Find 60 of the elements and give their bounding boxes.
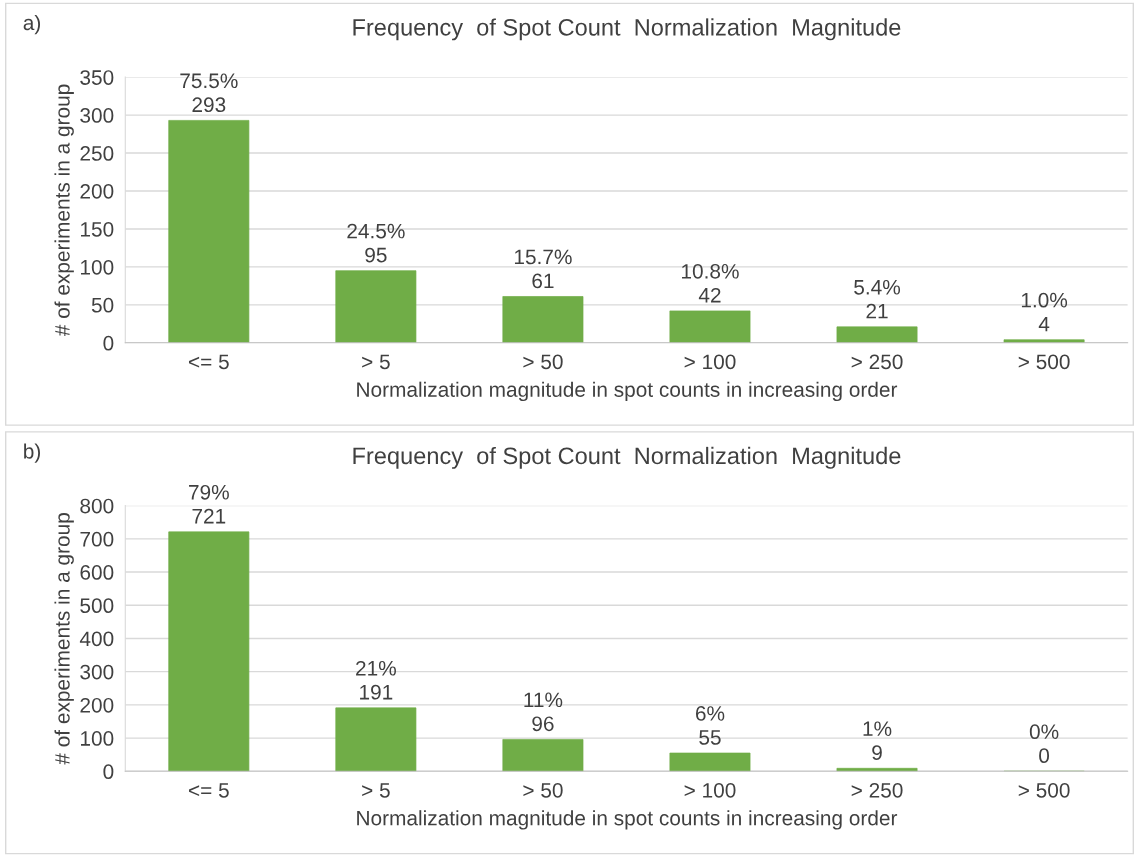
y-tick-label: 100 xyxy=(81,731,114,746)
x-tick-label: <= 5 xyxy=(188,354,229,370)
data-label: 24.5% 95 xyxy=(347,223,405,263)
y-axis-title: # of experiments in a group xyxy=(54,513,74,765)
text: b) xyxy=(24,443,41,463)
x-tick-label: > 100 xyxy=(684,782,736,798)
bar xyxy=(669,752,751,772)
y-tick-label: 500 xyxy=(80,598,114,614)
chart-title: Frequency of Spot Count Normalization Magnitude xyxy=(353,18,901,41)
data-label: 0% 0 xyxy=(1029,724,1059,764)
y-tick-label: 400 xyxy=(79,631,114,647)
x-tick-label: > 50 xyxy=(523,354,563,370)
y-tick-label: 700 xyxy=(80,531,114,547)
y-tick-label: 600 xyxy=(80,565,114,580)
data-label: 11% 96 xyxy=(524,692,563,732)
data-label: 79% 721 xyxy=(189,484,229,524)
chart-title: Frequency of Spot Count Normalization Magnitude xyxy=(353,446,901,469)
x-axis-title: Normalization magnitude in spot counts in increasing order xyxy=(357,381,898,402)
y-tick-label: 150 xyxy=(81,221,114,237)
x-tick-label: > 5 xyxy=(362,354,390,370)
y-axis-title: # of experiments in a group xyxy=(54,84,74,337)
data-label: 1.0% 4 xyxy=(1021,292,1068,332)
bar xyxy=(836,326,918,343)
data-label: 21% 191 xyxy=(356,660,396,700)
bar xyxy=(669,310,751,343)
x-tick-label: <= 5 xyxy=(188,783,229,798)
x-tick-label: > 50 xyxy=(523,782,563,798)
y-tick-label: 800 xyxy=(80,498,114,514)
bar xyxy=(335,707,417,772)
data-label: 15.7% 61 xyxy=(514,249,572,289)
y-tick-label: 200 xyxy=(80,697,114,713)
y-tick-label: 0 xyxy=(103,764,114,780)
y-tick-label: 250 xyxy=(80,146,114,161)
x-tick-label: > 500 xyxy=(1018,354,1070,370)
data-label: 1% 9 xyxy=(863,721,892,761)
data-label: 6% 55 xyxy=(695,706,725,745)
data-label: 75.5% 293 xyxy=(180,73,238,113)
bar xyxy=(1003,339,1085,343)
y-tick-label: 0 xyxy=(103,335,114,351)
x-tick-label: > 100 xyxy=(684,354,736,370)
bar xyxy=(168,531,250,772)
bar xyxy=(502,739,584,772)
data-label: 5.4% 21 xyxy=(854,279,901,319)
x-tick-label: > 250 xyxy=(851,782,903,798)
y-tick-label: 350 xyxy=(80,70,114,85)
x-tick-label: > 500 xyxy=(1018,782,1070,798)
bar xyxy=(836,767,918,772)
data-label: 10.8% 42 xyxy=(682,263,739,303)
y-tick-label: 300 xyxy=(80,664,114,680)
bar xyxy=(335,270,417,343)
x-tick-label: > 250 xyxy=(851,354,903,370)
bar xyxy=(502,296,584,343)
x-tick-label: > 5 xyxy=(362,783,390,798)
y-tick-label: 100 xyxy=(81,259,114,275)
text: a) xyxy=(23,14,41,35)
y-tick-label: 300 xyxy=(80,108,114,123)
x-axis-title: Normalization magnitude in spot counts in increasing order xyxy=(357,810,898,830)
y-tick-label: 50 xyxy=(91,297,114,313)
y-tick-label: 200 xyxy=(80,183,114,199)
bar xyxy=(168,120,250,343)
